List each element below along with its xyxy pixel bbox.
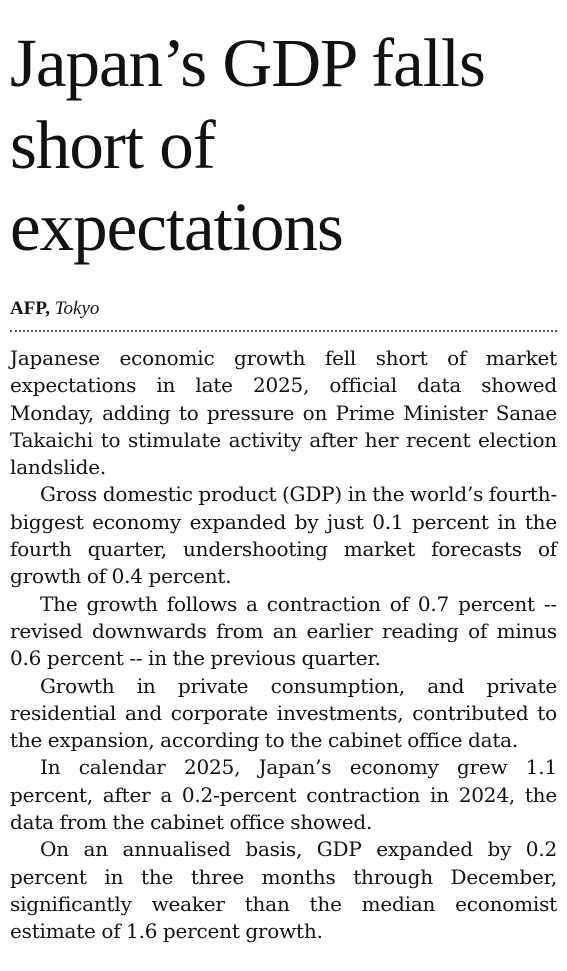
news-article: Japan’s GDP falls short of expectations … xyxy=(10,0,557,946)
byline-agency: AFP, xyxy=(10,298,50,319)
dotted-divider xyxy=(10,330,557,332)
article-body: Japanese economic growth fell short of m… xyxy=(10,345,557,946)
article-headline: Japan’s GDP falls short of expectations xyxy=(10,25,486,265)
article-paragraph-4: Growth in private consumption, and priva… xyxy=(10,673,557,753)
article-paragraph-1: Japanese economic growth fell short of m… xyxy=(10,346,557,480)
byline-dateline: Tokyo xyxy=(54,298,100,319)
article-paragraph-6: On an annualised basis, GDP expanded by … xyxy=(10,837,557,944)
article-paragraph-2: Gross domestic product (GDP) in the worl… xyxy=(10,482,557,589)
article-paragraph-3: The growth follows a contraction of 0.7 … xyxy=(10,591,557,671)
byline: AFP, Tokyo xyxy=(10,298,557,320)
article-paragraph-5: In calendar 2025, Japan’s economy grew 1… xyxy=(10,755,557,835)
